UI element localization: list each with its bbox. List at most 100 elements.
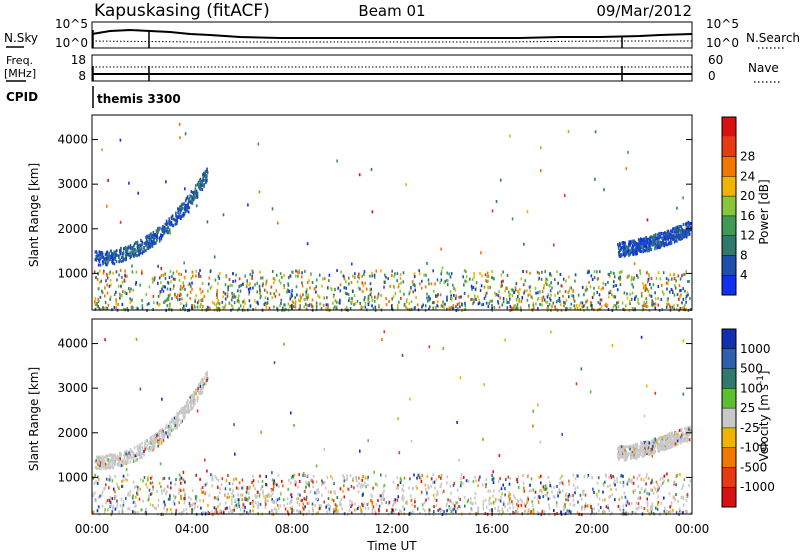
power-cell — [179, 287, 182, 291]
power-cell — [615, 306, 618, 310]
velocity-cell — [618, 498, 620, 501]
velocity-cell — [178, 501, 180, 505]
power-cell — [675, 238, 678, 242]
power-cell — [559, 299, 561, 303]
station-title: Kapuskasing (fitACF) — [94, 1, 270, 21]
power-cell — [187, 283, 190, 287]
velocity-cell — [667, 446, 670, 450]
power-cell — [436, 278, 439, 282]
velocity-cell — [249, 502, 252, 505]
power-cell — [648, 275, 651, 279]
velocity-cell — [675, 511, 678, 515]
velocity-cell — [685, 499, 688, 503]
velocity-cell — [622, 504, 625, 508]
velocity-cell — [446, 481, 448, 485]
power-cell — [658, 246, 660, 250]
velocity-cell — [678, 434, 680, 438]
power-cell — [134, 248, 136, 252]
power-cell — [550, 281, 552, 285]
velocity-cell — [552, 495, 555, 499]
velocity-cell — [557, 491, 559, 495]
velocity-cell — [206, 371, 208, 374]
velocity-cell — [630, 480, 633, 484]
velocity-cell — [680, 510, 682, 514]
power-cell — [165, 180, 167, 184]
velocity-cell — [178, 411, 181, 415]
power-cell — [94, 250, 97, 254]
power-cell — [364, 296, 366, 300]
noise-left-tick-bottom: 10^0 — [55, 36, 88, 50]
velocity-cell — [626, 482, 629, 486]
velocity-cell — [184, 414, 186, 418]
velocity-cell — [614, 498, 616, 502]
power-cell — [101, 289, 103, 293]
power-cell — [582, 304, 585, 308]
power-cell — [599, 302, 601, 306]
power-cell — [471, 287, 473, 291]
velocity-cell — [622, 451, 625, 455]
power-cell — [649, 245, 651, 249]
velocity-cell — [348, 488, 351, 492]
velocity-cell — [560, 510, 562, 514]
power-cell — [430, 282, 433, 286]
power-cell — [298, 271, 301, 275]
velocity-cell — [420, 474, 423, 478]
velocity-cell — [504, 487, 506, 491]
power-cell — [654, 297, 657, 301]
power-cell — [332, 295, 335, 299]
power-cell — [648, 241, 650, 245]
power-cell — [685, 235, 688, 239]
velocity-cell — [454, 501, 457, 505]
power-cell — [99, 251, 101, 255]
velocity-cell — [667, 511, 670, 515]
velocity-cell — [108, 478, 111, 482]
power-cell — [429, 297, 431, 301]
velocity-cell — [568, 482, 570, 486]
velocity-cell — [567, 510, 570, 514]
velocity-cell — [258, 494, 261, 498]
power-cell — [179, 136, 181, 140]
velocity-cell — [686, 495, 689, 499]
velocity-cell — [687, 430, 689, 434]
power-cell — [106, 291, 109, 295]
velocity-cell — [271, 478, 274, 482]
velocity-cell — [167, 485, 170, 489]
power-cell — [119, 252, 122, 256]
velocity-cell — [213, 511, 216, 515]
velocity-cell — [183, 407, 185, 411]
velocity-cell — [139, 452, 141, 456]
power-cell — [287, 302, 290, 306]
velocity-cell — [648, 492, 651, 496]
power-cell — [299, 299, 302, 303]
power-cell — [511, 294, 514, 298]
velocity-cell — [204, 492, 206, 496]
power-cell — [433, 301, 435, 305]
velocity-cell — [621, 496, 623, 499]
velocity-cell — [151, 475, 153, 479]
power-cell — [174, 219, 177, 222]
velocity-cell — [282, 498, 285, 502]
power-cell — [170, 221, 173, 224]
power-cell — [623, 291, 626, 295]
velocity-cell — [448, 507, 450, 510]
velocity-cell — [460, 481, 462, 485]
velocity-cell — [349, 499, 351, 503]
power-cell — [184, 287, 186, 291]
power-cell — [665, 232, 667, 235]
velocity-cell — [311, 502, 314, 506]
velocity-cell — [669, 443, 671, 447]
velocity-cell — [195, 473, 197, 477]
power-cell — [248, 299, 251, 303]
velocity-cell — [286, 502, 289, 506]
velocity-cell — [384, 474, 387, 478]
velocity-cell — [682, 432, 685, 436]
velocity-cell — [666, 444, 668, 448]
power-cell — [157, 294, 160, 298]
power-cell — [294, 305, 297, 309]
power-cell — [187, 204, 189, 208]
power-cell — [135, 241, 138, 245]
velocity-cell — [584, 493, 587, 497]
power-cell — [130, 251, 133, 255]
velocity-cell — [339, 487, 342, 491]
power-cell — [362, 284, 364, 288]
